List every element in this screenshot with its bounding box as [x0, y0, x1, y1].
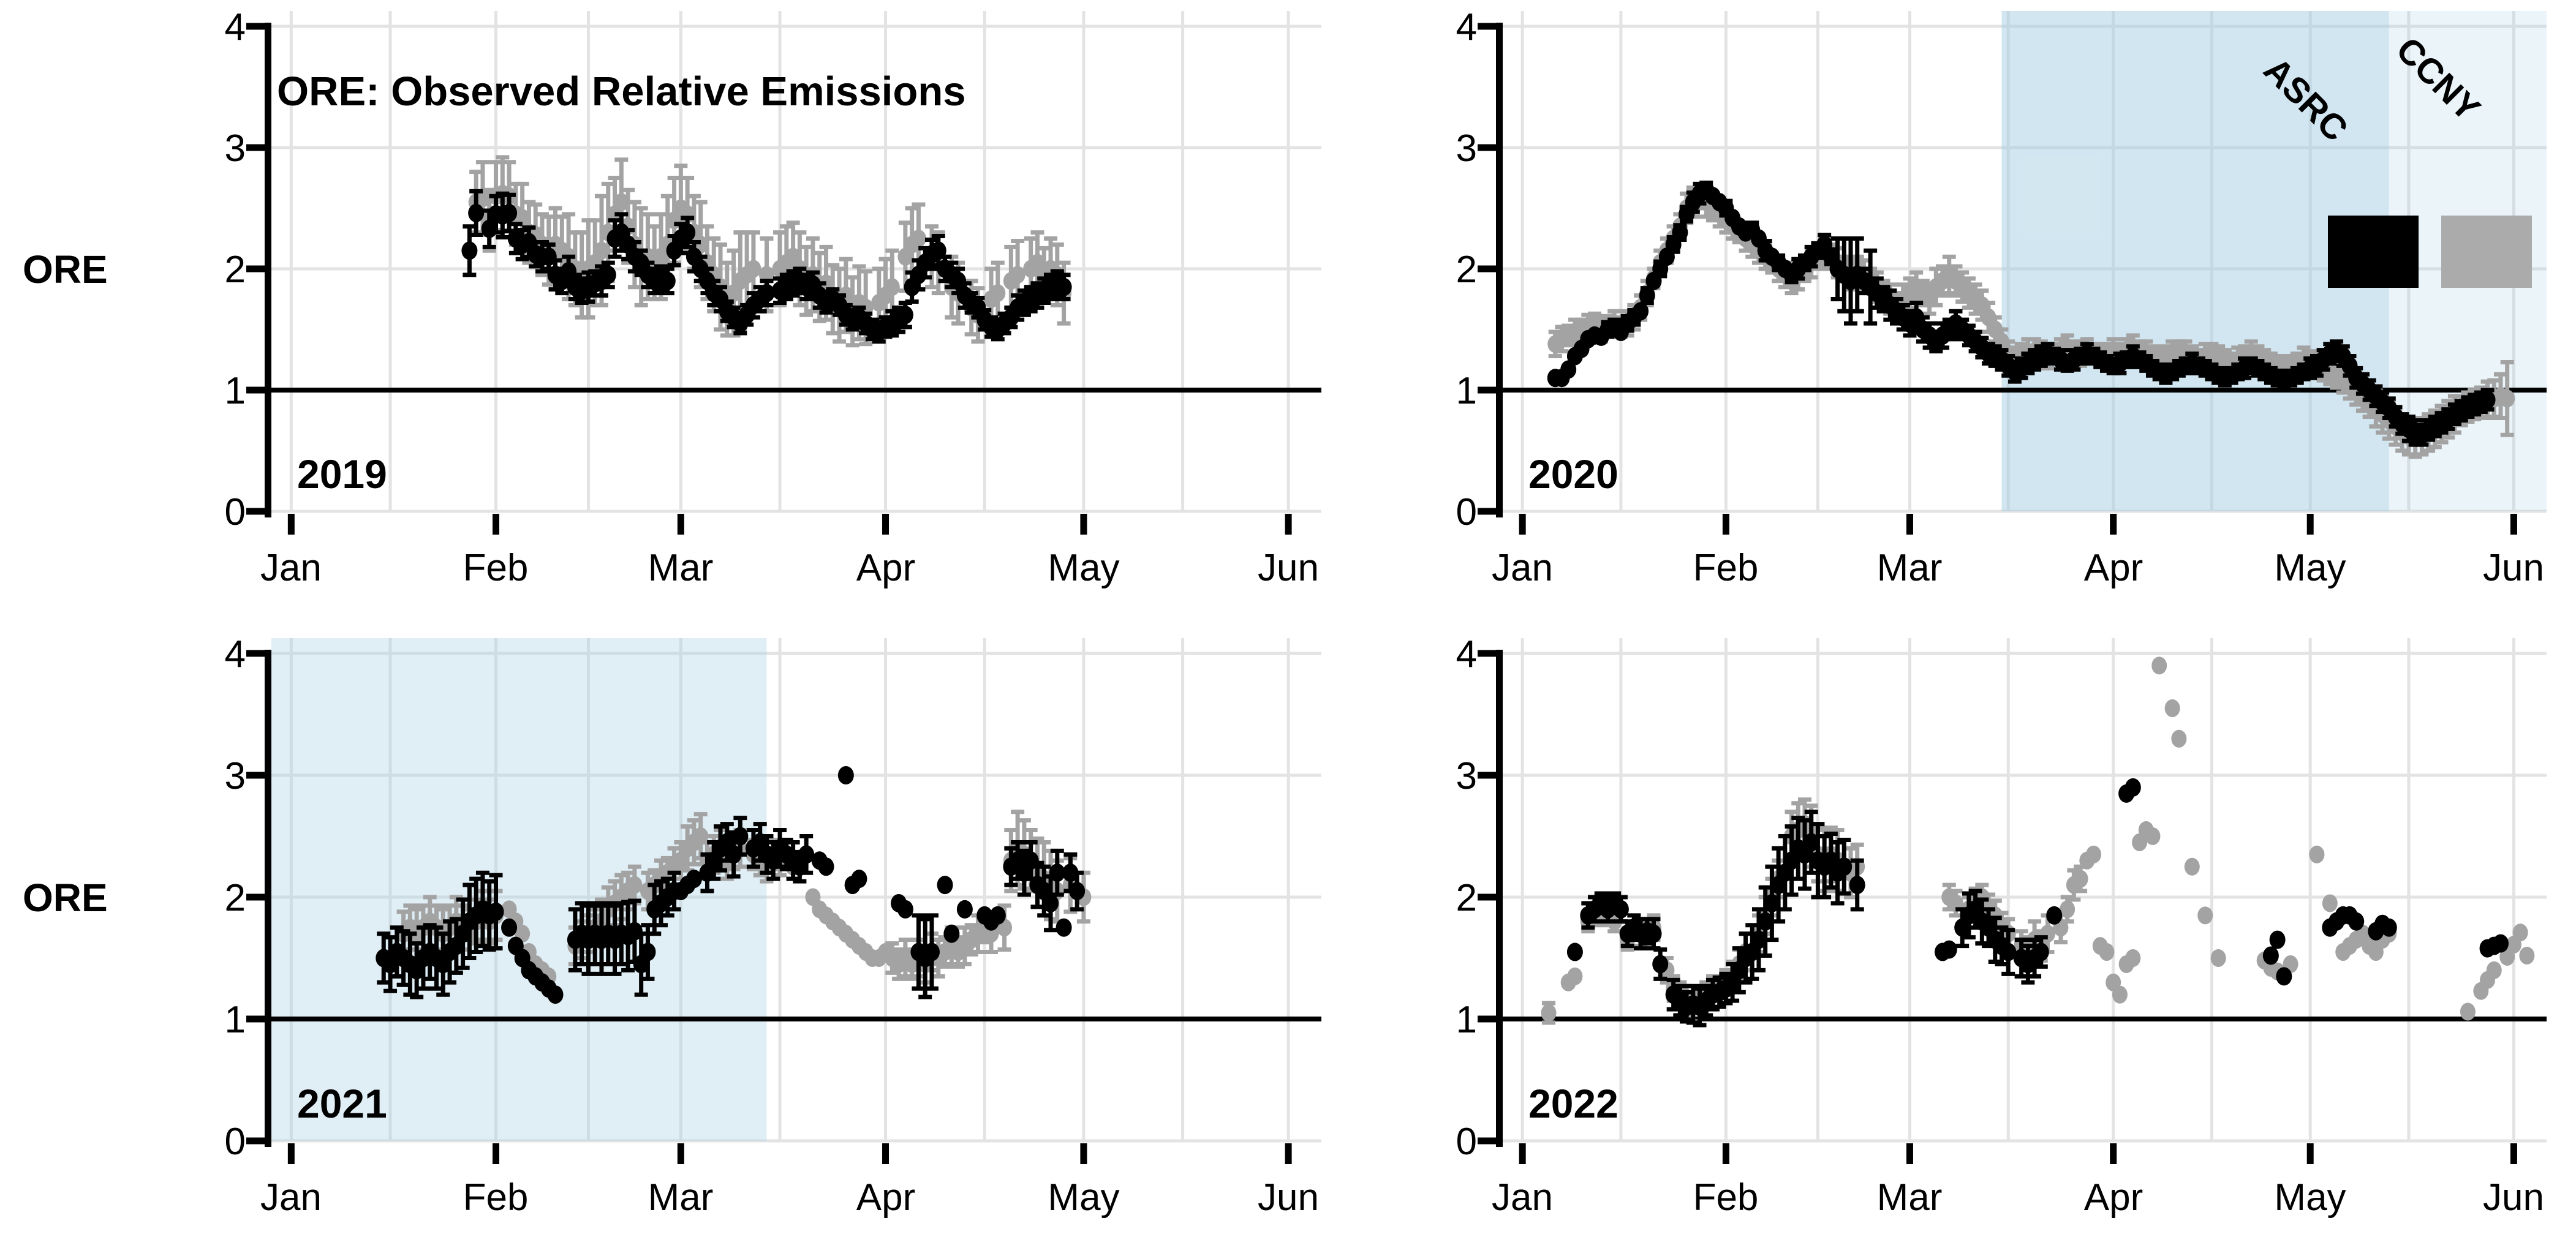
year-label-2021: 2021	[297, 1081, 387, 1126]
xtick-label: Feb	[1693, 547, 1759, 589]
ytick-label: 4	[1456, 633, 1477, 675]
xtick-label: Feb	[1693, 1176, 1759, 1219]
ytick-label: 0	[225, 491, 246, 533]
ytick-label: 4	[1456, 6, 1477, 48]
xtick-label: May	[2274, 1176, 2346, 1219]
ytick-label: 1	[1456, 370, 1477, 412]
xtick-label: Apr	[856, 1176, 915, 1219]
year-label-2022: 2022	[1528, 1081, 1618, 1126]
legend-swatch-ccny	[2441, 216, 2532, 288]
xtick-label: Jan	[1492, 547, 1553, 589]
ytick-label: 4	[225, 633, 246, 675]
xtick-label: May	[2274, 547, 2346, 589]
lockdown-shading	[2001, 11, 2389, 511]
panel-2019-plot	[246, 11, 1321, 535]
panel-2020-plot	[1478, 11, 2547, 535]
ytick-label: 0	[1456, 491, 1477, 533]
xtick-label: Feb	[463, 1176, 529, 1219]
ytick-label: 3	[225, 755, 246, 797]
ytick-label: 3	[225, 127, 246, 170]
xtick-label: Jun	[1258, 547, 1319, 589]
xtick-label: Jun	[2483, 547, 2544, 589]
ytick-label: 2	[225, 249, 246, 291]
xtick-label: May	[1048, 547, 1119, 589]
xtick-label: Jun	[1258, 1176, 1319, 1219]
ytick-label: 3	[1456, 755, 1477, 797]
panel-2022-plot	[1478, 638, 2547, 1164]
ytick-label: 2	[1456, 877, 1477, 919]
xtick-label: Jan	[260, 547, 322, 589]
data-points	[1547, 180, 2515, 459]
xtick-label: Jan	[260, 1176, 322, 1219]
xtick-label: Apr	[2084, 1176, 2143, 1219]
xtick-label: Feb	[463, 547, 529, 589]
xtick-label: Mar	[648, 547, 714, 589]
y-axis-label-top: ORE	[23, 247, 108, 291]
xtick-label: Apr	[856, 547, 915, 589]
ytick-label: 2	[225, 877, 246, 919]
ytick-label: 0	[1456, 1121, 1477, 1163]
year-label-2020: 2020	[1528, 451, 1618, 497]
ytick-label: 4	[225, 6, 246, 48]
year-label-2019: 2019	[297, 451, 387, 497]
chart-title: ORE: Observed Relative Emissions	[277, 69, 966, 115]
data-points	[461, 155, 1072, 348]
ytick-label: 2	[1456, 249, 1477, 291]
xtick-label: Mar	[1877, 547, 1943, 589]
ytick-label: 1	[225, 370, 246, 412]
ytick-label: 1	[225, 999, 246, 1041]
data-points	[376, 766, 1092, 1004]
xtick-label: Mar	[1877, 1176, 1943, 1219]
xtick-label: May	[1048, 1176, 1119, 1219]
ytick-label: 1	[1456, 999, 1477, 1041]
xtick-label: Jan	[1492, 1176, 1553, 1219]
y-axis-label-bottom: ORE	[23, 876, 108, 920]
ytick-label: 3	[1456, 127, 1477, 170]
legend-swatch-asrc	[2328, 216, 2419, 288]
panel-2021-plot	[246, 638, 1321, 1164]
xtick-label: Jun	[2483, 1176, 2544, 1219]
xtick-label: Mar	[648, 1176, 714, 1219]
ytick-label: 0	[225, 1121, 246, 1163]
data-points	[1541, 656, 2535, 1028]
xtick-label: Apr	[2084, 547, 2143, 589]
